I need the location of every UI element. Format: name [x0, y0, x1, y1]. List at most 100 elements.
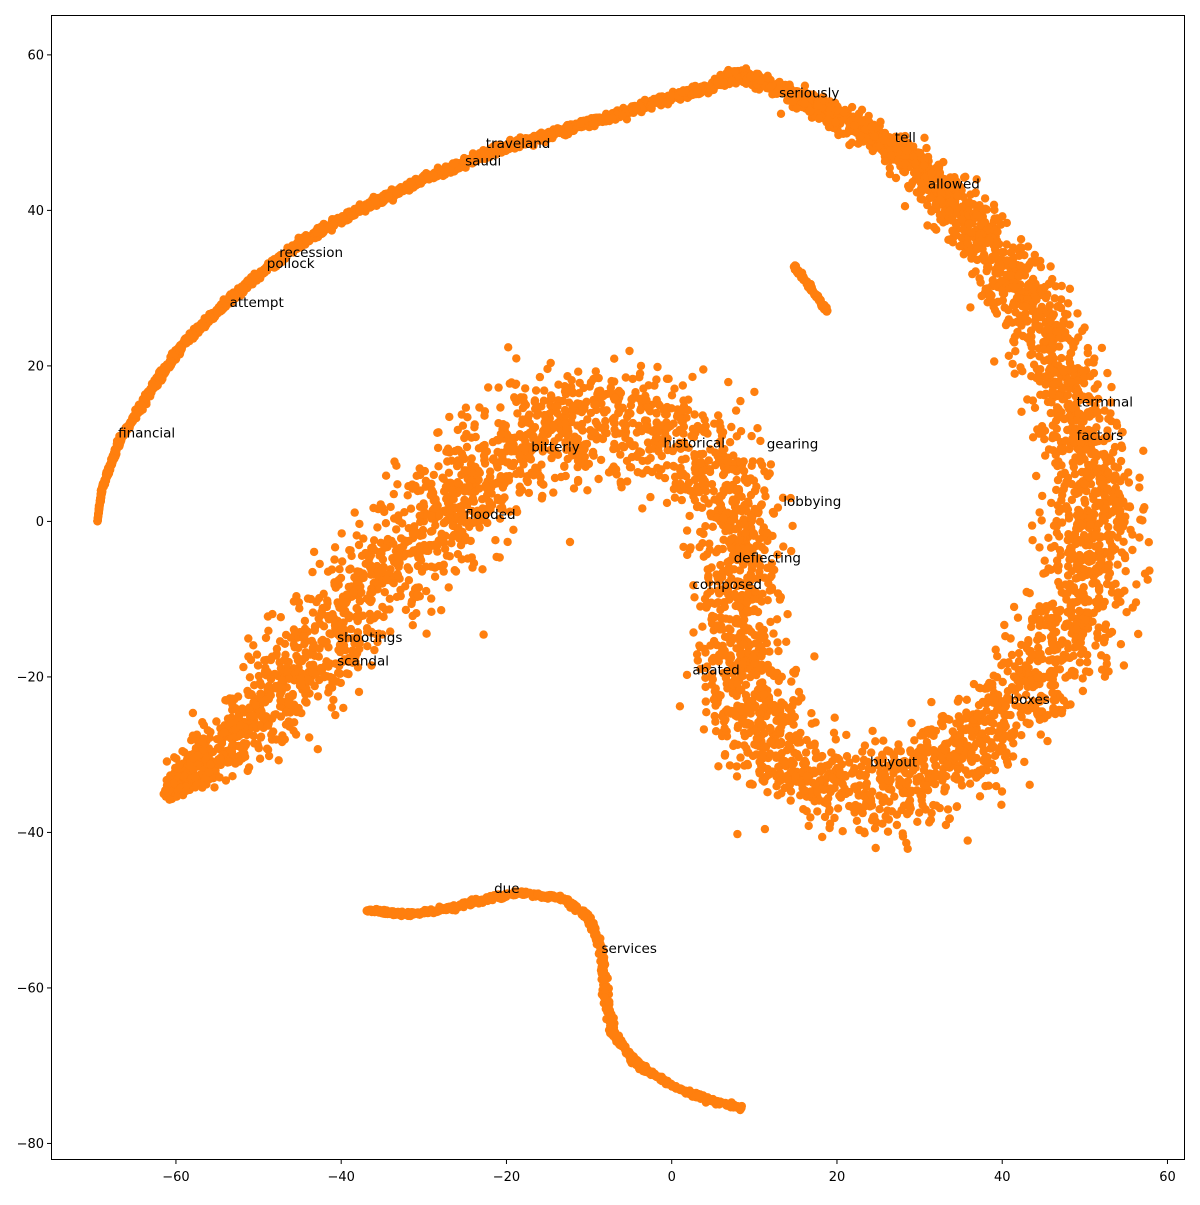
data-point: [521, 384, 530, 393]
data-point: [313, 745, 322, 754]
data-point: [702, 708, 711, 717]
data-point: [732, 475, 741, 485]
data-point: [753, 424, 762, 433]
data-point: [524, 488, 534, 498]
data-point: [1063, 299, 1073, 308]
data-point: [616, 450, 625, 459]
data-point: [783, 610, 792, 619]
data-point: [952, 719, 961, 728]
data-point: [310, 626, 319, 635]
data-point: [1035, 715, 1045, 724]
data-point: [878, 819, 887, 828]
data-point: [1002, 240, 1011, 249]
data-point: [1036, 649, 1045, 659]
data-point: [413, 590, 422, 599]
data-point: [864, 111, 873, 121]
data-point: [692, 650, 702, 659]
data-point: [719, 535, 728, 544]
data-point: [478, 565, 487, 574]
data-point: [491, 536, 500, 545]
data-point: [588, 447, 598, 457]
data-point: [788, 521, 797, 531]
data-point: [990, 357, 999, 366]
data-point: [977, 291, 986, 301]
data-point: [830, 713, 839, 722]
data-point: [264, 626, 273, 635]
data-point: [975, 683, 984, 692]
data-point: [1067, 495, 1077, 505]
data-point: [535, 372, 545, 382]
data-point: [381, 471, 391, 480]
data-point: [646, 492, 655, 502]
data-point: [412, 583, 421, 592]
data-point: [1121, 567, 1130, 576]
data-point: [643, 438, 653, 447]
data-point: [1083, 608, 1093, 617]
data-point: [390, 457, 399, 466]
data-point: [280, 639, 290, 648]
data-point: [740, 732, 750, 741]
data-point: [317, 636, 326, 646]
data-point: [1116, 456, 1126, 466]
data-point: [667, 391, 677, 400]
data-point: [357, 551, 367, 560]
data-point: [162, 757, 172, 766]
data-point: [583, 486, 592, 495]
data-point: [1034, 631, 1044, 640]
data-point: [239, 662, 248, 672]
data-point: [252, 650, 262, 659]
data-point: [771, 751, 780, 760]
data-point: [992, 309, 1002, 318]
data-point: [594, 474, 603, 484]
data-point: [289, 597, 299, 606]
data-point: [333, 668, 343, 678]
data-point: [463, 413, 472, 422]
data-point: [653, 362, 662, 372]
data-point: [530, 396, 540, 405]
data-point: [897, 777, 906, 786]
data-point: [406, 504, 416, 513]
data-point: [926, 815, 936, 824]
data-point: [479, 630, 488, 639]
data-point: [407, 599, 416, 609]
data-point: [736, 396, 745, 406]
data-point: [444, 468, 454, 477]
data-point: [380, 588, 389, 597]
data-point: [1035, 508, 1044, 517]
data-point: [284, 674, 294, 683]
data-point: [1113, 463, 1123, 472]
data-point: [1093, 380, 1102, 389]
data-point: [291, 730, 301, 739]
data-point: [1097, 651, 1106, 660]
data-point: [927, 725, 936, 734]
data-point: [755, 622, 764, 631]
data-point: [1050, 294, 1059, 303]
data-point: [804, 821, 813, 831]
data-point: [574, 367, 583, 376]
data-point: [404, 536, 413, 546]
data-point: [450, 566, 459, 575]
data-point: [505, 507, 515, 516]
data-point: [1107, 382, 1116, 392]
data-point: [868, 726, 877, 736]
data-point: [462, 442, 472, 452]
data-point: [1102, 659, 1112, 669]
data-point: [677, 495, 686, 505]
data-point: [1010, 369, 1019, 378]
data-point: [1030, 403, 1040, 412]
data-point: [773, 688, 782, 697]
data-point: [355, 519, 364, 529]
data-point: [212, 717, 221, 726]
data-point: [670, 493, 680, 502]
data-point: [433, 428, 442, 437]
data-point: [705, 539, 714, 548]
data-point: [327, 703, 336, 712]
data-point: [1011, 308, 1020, 317]
data-point: [426, 527, 436, 536]
data-point: [747, 431, 756, 441]
data-point: [990, 205, 999, 215]
data-point: [861, 782, 871, 791]
data-point: [453, 550, 463, 559]
data-point: [330, 555, 339, 564]
data-point: [1017, 731, 1026, 740]
